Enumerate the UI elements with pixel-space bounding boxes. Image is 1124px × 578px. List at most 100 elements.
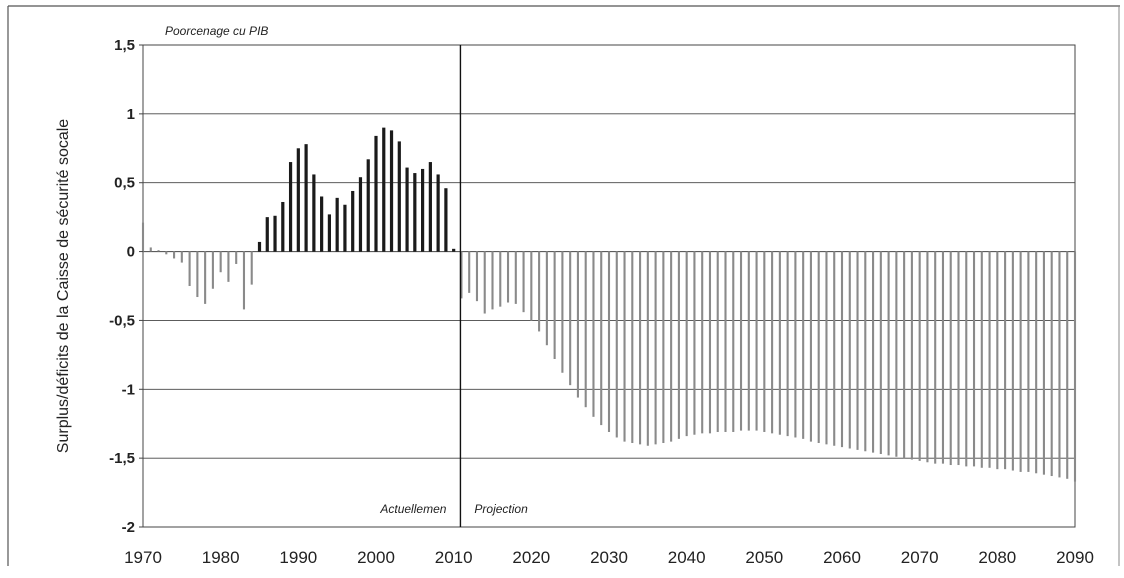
bar (281, 201, 285, 252)
bar (358, 177, 363, 252)
bar (724, 251, 727, 432)
bar (809, 251, 812, 442)
bar (670, 251, 673, 442)
y-tick-label: -1 (122, 381, 135, 398)
bar (755, 251, 758, 431)
bar (988, 251, 991, 468)
bar (592, 251, 595, 417)
bar (856, 251, 859, 450)
bar (561, 251, 564, 373)
bar (374, 135, 378, 252)
bar (250, 251, 253, 285)
bar (382, 127, 386, 252)
bar (288, 162, 293, 252)
bar (141, 222, 145, 252)
bar (428, 162, 432, 252)
bar (1027, 251, 1030, 472)
bar (157, 250, 160, 252)
bar (1058, 251, 1061, 478)
bar (553, 251, 556, 359)
bar (1073, 251, 1077, 482)
bar (693, 251, 696, 435)
bar (677, 251, 680, 439)
bar (413, 173, 417, 252)
bar (747, 251, 750, 431)
bar (584, 251, 587, 408)
bar (941, 251, 945, 464)
bar (701, 251, 704, 434)
bar (149, 247, 152, 252)
bar (615, 251, 618, 438)
bar (211, 251, 214, 289)
x-tick-label: 2020 (512, 548, 550, 567)
bar (522, 251, 525, 313)
bar (1050, 251, 1053, 477)
x-tick-label: 2070 (901, 548, 939, 567)
y-tick-labels: 1,5 1 0,5 0 -0,5 -1 -1,5 -2 (109, 37, 143, 536)
bar (848, 251, 851, 449)
bar (887, 251, 890, 456)
bar (569, 251, 572, 386)
bar (173, 251, 176, 259)
bar (188, 251, 191, 286)
bar (910, 251, 913, 460)
bar (879, 251, 882, 455)
bar (514, 251, 517, 304)
bar (771, 251, 774, 434)
bar (685, 251, 688, 437)
y-axis-label: Surplus/déficits de la Caisse de sécurit… (55, 119, 72, 453)
bar (1066, 251, 1069, 479)
bar (366, 159, 370, 252)
bar (840, 251, 844, 448)
bar (639, 251, 642, 445)
chart-subtitle: Poorcenage cu PIB (165, 24, 268, 38)
bar (351, 190, 355, 252)
bar (436, 174, 440, 252)
bar (732, 251, 735, 432)
x-tick-label: 2030 (590, 548, 628, 567)
annotation-projection: Projection (474, 502, 528, 516)
bar (716, 251, 719, 432)
bars-group (141, 127, 1077, 482)
x-tick-label: 1990 (279, 548, 317, 567)
x-tick-labels: 1970 1980 1990 2000 2010 2020 2030 2040 2050 2060… (124, 548, 1094, 567)
x-tick-label: 2080 (978, 548, 1016, 567)
bar (242, 251, 246, 310)
bar (833, 251, 836, 446)
bar (165, 251, 168, 255)
bar (499, 251, 502, 307)
bar (972, 251, 976, 467)
y-tick-label: -1,5 (109, 450, 135, 467)
bar (631, 251, 634, 443)
bar (444, 188, 448, 252)
bar (957, 251, 960, 466)
bar (600, 251, 603, 426)
x-tick-label: 2010 (435, 548, 473, 567)
bar (1042, 251, 1045, 475)
annotation-actual: Actuellemen (379, 502, 446, 516)
bar (320, 196, 324, 252)
bar (506, 251, 510, 303)
bar (227, 251, 230, 282)
y-tick-label: 1 (127, 106, 135, 123)
bar (1035, 251, 1038, 474)
bar (965, 251, 968, 467)
bar (257, 241, 262, 252)
bar (739, 251, 743, 431)
bar (405, 167, 409, 252)
bar (312, 174, 316, 252)
bar (778, 251, 781, 435)
y-tick-label: 1,5 (114, 37, 135, 54)
bar (708, 251, 712, 434)
bar (662, 251, 665, 443)
bar (452, 248, 456, 252)
bar (817, 251, 820, 443)
x-tick-label: 2090 (1056, 548, 1094, 567)
bar (397, 141, 401, 252)
bar (296, 148, 300, 252)
bar (607, 251, 611, 432)
bar (786, 251, 789, 437)
bar (235, 251, 238, 264)
bar (949, 251, 952, 466)
